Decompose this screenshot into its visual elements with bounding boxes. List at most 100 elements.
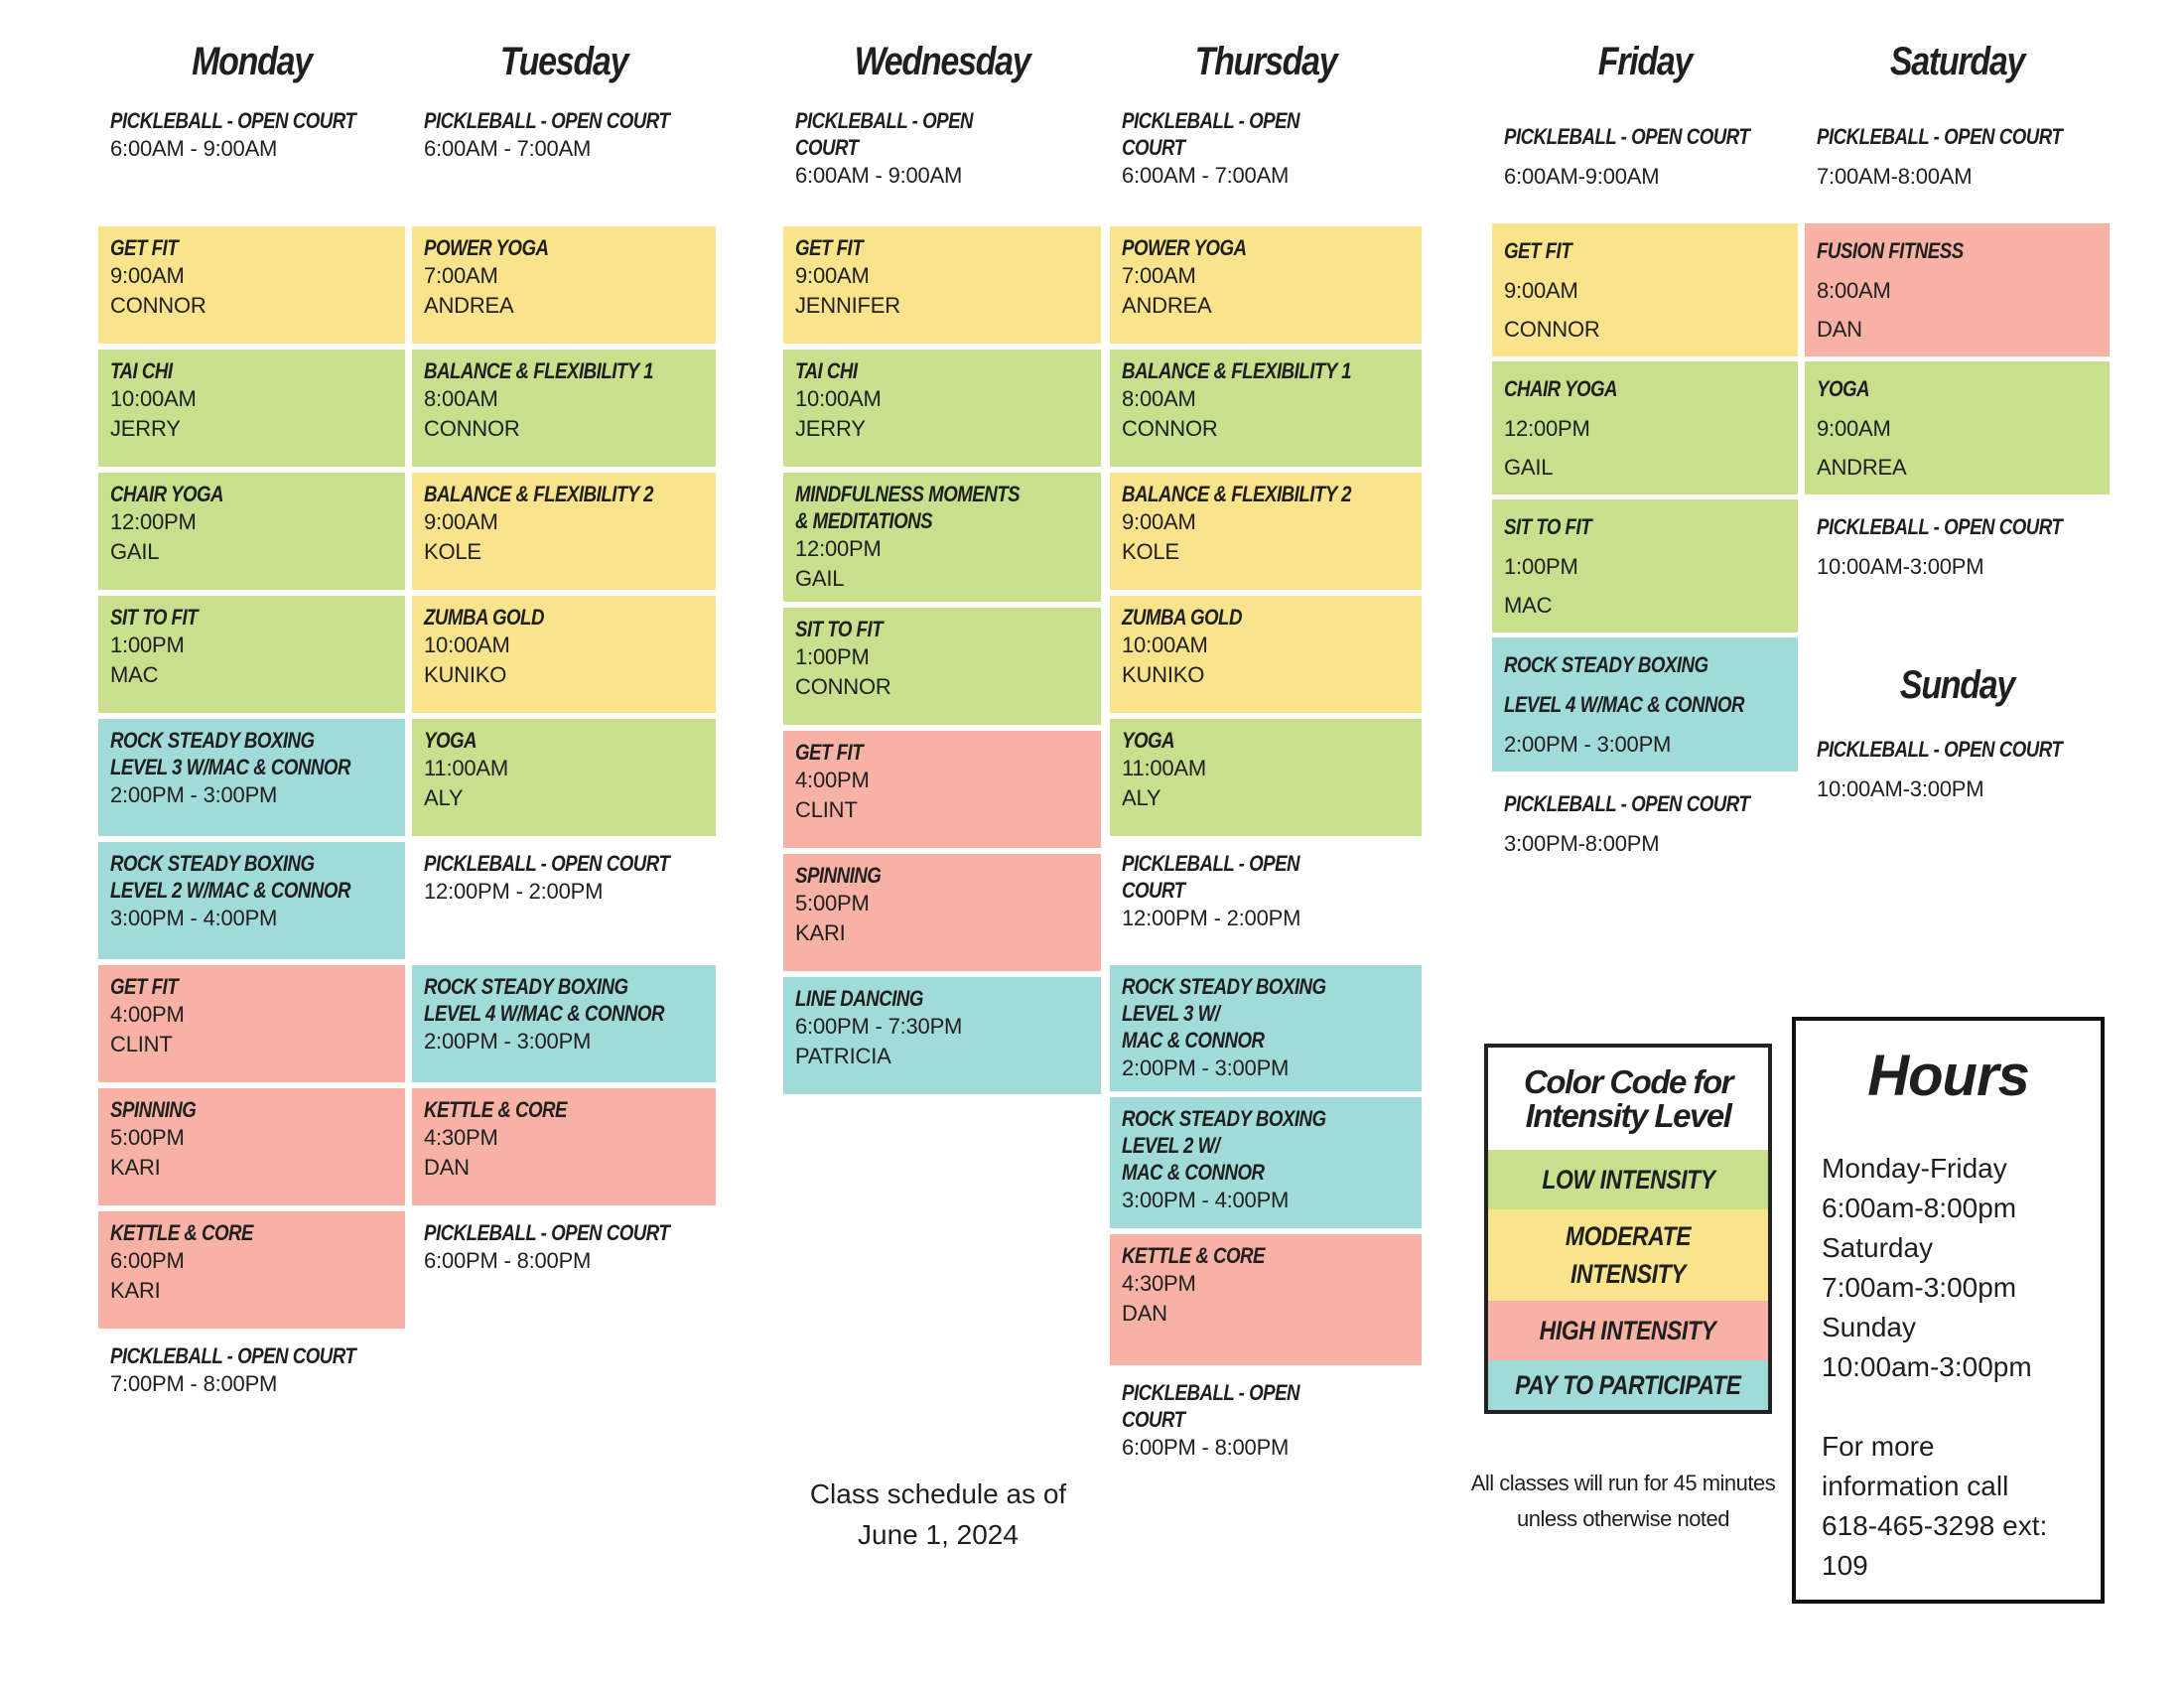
class-block: BALANCE & FLEXIBILITY 1 8:00AM CONNOR — [412, 350, 716, 467]
class-block: CHAIR YOGA 12:00PM GAIL — [1492, 361, 1798, 494]
class-time: 8:00AM — [424, 386, 498, 411]
class-block: PICKLEBALL - OPEN COURT 6:00PM - 8:00PM — [1110, 1371, 1422, 1488]
header-pickleball: PICKLEBALL - OPEN COURT 7:00AM-8:00AM — [1817, 117, 2106, 196]
class-block: FUSION FITNESS 8:00AM DAN — [1805, 223, 2110, 356]
class-time: 7:00PM - 8:00PM — [110, 1371, 278, 1396]
class-instructor: DAN — [1817, 317, 1862, 342]
class-block: ZUMBA GOLD 10:00AM KUNIKO — [412, 596, 716, 713]
class-block: PICKLEBALL - OPEN COURT 3:00PM-8:00PM — [1492, 776, 1798, 900]
class-instructor: CONNOR — [1504, 317, 1600, 342]
class-block: GET FIT 9:00AM JENNIFER — [783, 226, 1101, 344]
class-title: KETTLE & CORE — [1122, 1243, 1266, 1268]
class-block: BALANCE & FLEXIBILITY 2 9:00AM KOLE — [1110, 473, 1422, 590]
class-instructor: ALY — [424, 785, 464, 810]
class-time: 9:00AM — [795, 263, 870, 288]
class-title: BALANCE & FLEXIBILITY 2 — [424, 482, 654, 506]
legend-low-intensity: LOW INTENSITY — [1488, 1150, 1768, 1209]
class-title: PICKLEBALL - OPEN COURT — [795, 108, 974, 160]
class-title: SIT TO FIT — [1504, 514, 1592, 539]
class-time: 6:00PM - 8:00PM — [424, 1248, 592, 1273]
class-time: 7:00AM — [424, 263, 498, 288]
legend-label: HIGH INTENSITY — [1540, 1316, 1716, 1345]
class-block: KETTLE & CORE 6:00PM KARI — [98, 1211, 405, 1329]
class-time: 1:00PM — [795, 644, 870, 669]
class-title: TAI CHI — [795, 358, 858, 383]
class-instructor: KOLE — [424, 539, 481, 564]
header-pickleball: PICKLEBALL - OPEN COURT 6:00AM - 7:00AM — [1122, 107, 1418, 191]
class-block: GET FIT 9:00AM CONNOR — [98, 226, 405, 344]
class-block: GET FIT 4:00PM CLINT — [98, 965, 405, 1082]
class-block: ROCK STEADY BOXING LEVEL 3 W/ MAC & CONN… — [1110, 965, 1422, 1091]
class-time: 9:00AM — [1504, 278, 1578, 303]
class-title: PICKLEBALL - OPEN COURT — [424, 1220, 670, 1245]
class-time: 11:00AM — [424, 756, 509, 780]
class-title: POWER YOGA — [1122, 235, 1247, 260]
class-time: 6:00AM - 7:00AM — [424, 136, 592, 161]
class-title: CHAIR YOGA — [1504, 376, 1618, 401]
class-block: KETTLE & CORE 4:30PM DAN — [1110, 1234, 1422, 1365]
class-block: SPINNING 5:00PM KARI — [98, 1088, 405, 1205]
class-instructor: CONNOR — [110, 293, 206, 318]
class-title: GET FIT — [110, 235, 179, 260]
class-title: SPINNING — [795, 863, 882, 888]
class-time: 7:00AM — [1122, 263, 1196, 288]
class-instructor: MAC — [1504, 593, 1553, 618]
class-block: POWER YOGA 7:00AM ANDREA — [1110, 226, 1422, 344]
hours-title: Hours — [1867, 1044, 2030, 1108]
class-title: LINE DANCING — [795, 986, 923, 1011]
class-title: PICKLEBALL - OPEN COURT — [424, 108, 670, 133]
class-instructor: JERRY — [795, 416, 866, 441]
day-heading-thursday: Thursday — [1194, 40, 1338, 83]
class-time: 12:00PM — [795, 536, 882, 561]
class-instructor: ALY — [1122, 785, 1161, 810]
legend-moderate-intensity: MODERATE INTENSITY — [1488, 1209, 1768, 1301]
class-time: 6:00PM - 7:30PM — [795, 1014, 963, 1039]
class-title: ZUMBA GOLD — [1122, 605, 1242, 630]
contact-phone: 618-465-3298 ext: 109 — [1822, 1510, 2048, 1581]
class-title: GET FIT — [1504, 238, 1572, 263]
class-time: 4:00PM — [795, 768, 870, 792]
legend-label: PAY TO PARTICIPATE — [1515, 1370, 1741, 1400]
class-time: 9:00AM — [1817, 416, 1891, 441]
class-title: SIT TO FIT — [795, 617, 884, 641]
class-instructor: GAIL — [1504, 455, 1554, 480]
header-pickleball: PICKLEBALL - OPEN COURT 6:00AM-9:00AM — [1504, 117, 1794, 196]
class-time: 6:00PM - 8:00PM — [1122, 1435, 1290, 1460]
class-time: 9:00AM — [110, 263, 185, 288]
contact-line: information call — [1822, 1471, 2009, 1501]
class-time: 6:00PM — [110, 1248, 185, 1273]
legend-high-intensity: HIGH INTENSITY — [1488, 1301, 1768, 1360]
class-time: 2:00PM - 3:00PM — [1504, 732, 1672, 757]
hours-line: 10:00am-3:00pm — [1822, 1351, 2032, 1382]
class-time: 12:00PM - 2:00PM — [1122, 906, 1301, 930]
day-heading-saturday: Saturday — [1889, 40, 2026, 83]
class-instructor: KUNIKO — [1122, 662, 1205, 687]
class-block: BALANCE & FLEXIBILITY 2 9:00AM KOLE — [412, 473, 716, 590]
day-heading-tuesday: Tuesday — [499, 40, 629, 83]
class-time: 1:00PM — [110, 633, 185, 657]
class-block: ROCK STEADY BOXING LEVEL 3 W/MAC & CONNO… — [98, 719, 405, 836]
class-title: TAI CHI — [110, 358, 173, 383]
class-block: TAI CHI 10:00AM JERRY — [783, 350, 1101, 467]
class-block: GET FIT 4:00PM CLINT — [783, 731, 1101, 848]
class-title: PICKLEBALL - OPEN COURT — [1817, 514, 2063, 539]
class-time: 10:00AM — [1122, 633, 1208, 657]
class-instructor: ANDREA — [1122, 293, 1212, 318]
class-time: 2:00PM - 3:00PM — [1122, 1055, 1290, 1080]
class-title: PICKLEBALL - OPEN COURT — [1122, 1380, 1300, 1432]
class-block: PICKLEBALL - OPEN COURT 6:00PM - 8:00PM — [412, 1211, 716, 1329]
class-time: 4:00PM — [110, 1002, 185, 1027]
class-time: 6:00AM - 7:00AM — [1122, 163, 1290, 188]
class-instructor: CLINT — [110, 1032, 173, 1056]
class-instructor: PATRICIA — [795, 1044, 891, 1068]
class-block: ROCK STEADY BOXING LEVEL 2 W/ MAC & CONN… — [1110, 1097, 1422, 1228]
class-block: POWER YOGA 7:00AM ANDREA — [412, 226, 716, 344]
class-block: ROCK STEADY BOXING LEVEL 4 W/MAC & CONNO… — [1492, 637, 1798, 772]
class-title: PICKLEBALL - OPEN COURT — [1817, 124, 2063, 149]
class-time: 5:00PM — [110, 1125, 185, 1150]
sunday-pickleball: PICKLEBALL - OPEN COURT 10:00AM-3:00PM — [1817, 730, 2106, 808]
class-time: 12:00PM - 2:00PM — [424, 879, 604, 904]
class-time: 10:00AM-3:00PM — [1817, 554, 1984, 579]
class-title: PICKLEBALL - OPEN COURT — [110, 1343, 356, 1368]
legend-pay-to-participate: PAY TO PARTICIPATE — [1488, 1360, 1768, 1410]
